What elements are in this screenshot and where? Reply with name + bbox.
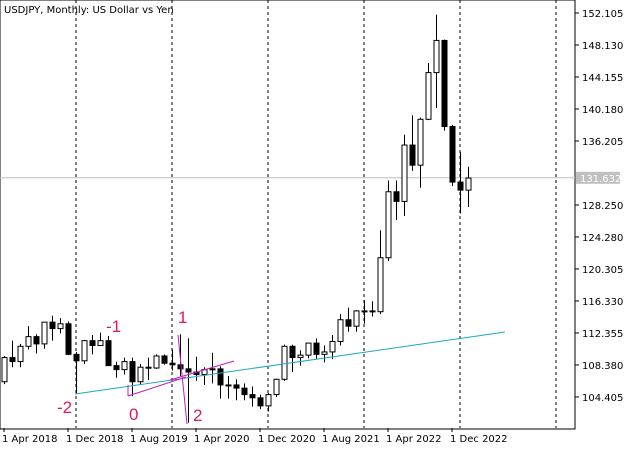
x-tick-label: 1 Dec 2022 bbox=[450, 434, 508, 445]
candle-body bbox=[449, 126, 456, 183]
candle-body bbox=[65, 323, 72, 355]
y-tick-label: 152.105 bbox=[582, 9, 623, 20]
x-tick-label: 1 Dec 2018 bbox=[66, 434, 124, 445]
candle-body bbox=[441, 39, 448, 128]
candle-body bbox=[401, 144, 408, 202]
annotation: 1 bbox=[178, 308, 187, 327]
candle-body bbox=[97, 340, 104, 346]
y-tick-label: 104.405 bbox=[582, 393, 623, 404]
candle-body bbox=[273, 378, 280, 396]
candle-body bbox=[41, 321, 48, 345]
candle-body bbox=[225, 384, 232, 387]
price-tag bbox=[576, 171, 620, 184]
candle-body bbox=[49, 321, 56, 330]
candle-body bbox=[345, 319, 352, 327]
candle-body bbox=[17, 345, 24, 363]
candle-body bbox=[353, 310, 360, 327]
fibo-line bbox=[127, 376, 187, 397]
candle-body bbox=[137, 366, 144, 383]
candle-body bbox=[369, 310, 376, 313]
annotation: -1 bbox=[106, 317, 121, 336]
candle-body bbox=[233, 384, 240, 389]
y-tick-label: 112.355 bbox=[582, 329, 623, 340]
candle-body bbox=[377, 257, 384, 313]
candle-body bbox=[57, 323, 64, 330]
candle-body bbox=[417, 118, 424, 166]
candle-body bbox=[465, 177, 472, 191]
candle-body bbox=[161, 355, 168, 364]
x-tick-label: 1 Apr 2022 bbox=[386, 434, 441, 445]
candle-body bbox=[249, 394, 256, 399]
chart-title: USDJPY, Monthly: US Dollar vs Yen bbox=[4, 5, 174, 16]
y-tick-label: 108.380 bbox=[582, 361, 623, 372]
candle-body bbox=[177, 364, 184, 370]
candle-body bbox=[33, 336, 40, 345]
fibo-line bbox=[177, 334, 188, 425]
candle-body bbox=[209, 368, 216, 371]
candle-body bbox=[105, 340, 112, 367]
candle-body bbox=[1, 357, 8, 383]
candle-body bbox=[425, 72, 432, 120]
y-tick-label: 136.205 bbox=[582, 137, 623, 148]
candle-body bbox=[25, 336, 32, 347]
candle-body bbox=[305, 342, 312, 356]
candle-body bbox=[241, 387, 248, 396]
candle-body bbox=[297, 354, 304, 359]
candle-body bbox=[321, 351, 328, 355]
x-tick-label: 1 Dec 2020 bbox=[258, 434, 316, 445]
annotation: 2 bbox=[193, 406, 202, 425]
y-tick-label: 128.250 bbox=[582, 201, 623, 212]
candle-body bbox=[433, 39, 440, 74]
candle-body bbox=[393, 191, 400, 202]
annotation: 0 bbox=[129, 405, 138, 424]
y-tick-label: 144.155 bbox=[582, 73, 623, 84]
candle-body bbox=[265, 394, 272, 407]
x-tick-label: 1 Aug 2021 bbox=[322, 434, 380, 445]
candle-body bbox=[385, 191, 392, 259]
trend-line bbox=[74, 331, 506, 395]
candle-body bbox=[145, 366, 152, 369]
y-tick-label: 120.305 bbox=[582, 265, 623, 276]
candle-body bbox=[289, 345, 296, 359]
y-tick-label: 148.130 bbox=[582, 41, 623, 52]
y-tick-label: 116.330 bbox=[582, 297, 623, 308]
candle-body bbox=[337, 319, 344, 342]
candle-body bbox=[409, 144, 416, 166]
candle-body bbox=[361, 310, 368, 313]
candle-body bbox=[185, 368, 192, 373]
candle-body bbox=[81, 340, 88, 362]
candle-body bbox=[257, 397, 264, 407]
candle-body bbox=[457, 181, 464, 191]
price-tag-label: 131.632 bbox=[580, 174, 621, 185]
candle-body bbox=[281, 345, 288, 380]
y-tick-label: 140.180 bbox=[582, 105, 623, 116]
candle-body bbox=[73, 353, 80, 362]
fibo-line bbox=[169, 360, 235, 381]
candle-body bbox=[113, 365, 120, 371]
x-tick-label: 1 Apr 2020 bbox=[194, 434, 249, 445]
candle-body bbox=[121, 361, 128, 371]
candle-body bbox=[217, 368, 224, 386]
candle-body bbox=[169, 362, 176, 366]
candle-body bbox=[329, 340, 336, 353]
annotation: -2 bbox=[57, 398, 72, 417]
x-tick-label: 1 Aug 2019 bbox=[130, 434, 188, 445]
x-tick-label: 1 Apr 2018 bbox=[2, 434, 57, 445]
candle-body bbox=[153, 355, 160, 369]
y-tick-label: 124.280 bbox=[582, 233, 623, 244]
candle-body bbox=[313, 342, 320, 355]
candle-body bbox=[129, 361, 136, 383]
candle-body bbox=[9, 357, 16, 363]
candle-body bbox=[89, 340, 96, 346]
